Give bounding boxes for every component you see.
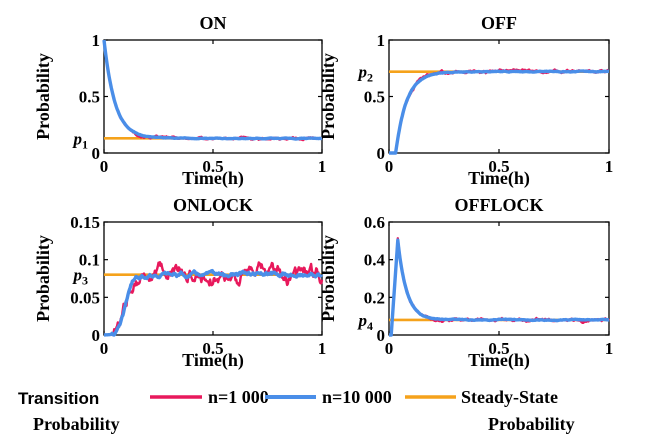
y-axis-label: Probability xyxy=(33,53,53,140)
chart-title: OFF xyxy=(481,13,517,33)
x-tick-label: 1 xyxy=(318,157,327,176)
x-tick-label: 0 xyxy=(100,157,109,176)
series-n10000-line xyxy=(388,69,610,155)
legend-steady-label: Steady-State xyxy=(461,387,558,407)
steady-state-subscript: 2 xyxy=(367,71,373,85)
steady-state-subscript: 3 xyxy=(82,274,88,288)
x-tick-label: 1 xyxy=(605,339,614,358)
y-tick-label: 0.15 xyxy=(70,213,100,232)
x-tick-label: 1 xyxy=(318,339,327,358)
legend-transition-label-2: Probability xyxy=(33,414,120,434)
y-tick-label: 0.5 xyxy=(364,88,385,107)
chart-panel-onlock: ONLOCK 0 0.5 1 0 0.05 0.1 0.15 Time(h) Probabilit… xyxy=(33,195,326,371)
y-tick-label: 0.05 xyxy=(70,288,100,307)
steady-state-label: p xyxy=(72,266,83,285)
x-axis-label: Time(h) xyxy=(468,168,530,189)
x-axis-label: Time(h) xyxy=(468,350,530,371)
chart-title: ONLOCK xyxy=(173,195,253,215)
legend-steady-label-2: Probability xyxy=(488,414,575,434)
y-tick-label: 0 xyxy=(92,144,101,163)
steady-state-label: p xyxy=(357,63,368,82)
series-n1000-line xyxy=(102,40,323,142)
x-tick-label: 0 xyxy=(385,157,394,176)
x-tick-label: 1 xyxy=(605,157,614,176)
x-tick-label: 0.5 xyxy=(488,157,509,176)
y-tick-label: 0 xyxy=(377,326,386,345)
y-tick-label: 1 xyxy=(92,31,101,50)
x-tick-label: 0.5 xyxy=(202,339,223,358)
y-axis-label: Probability xyxy=(318,53,338,140)
series-n1000-line xyxy=(388,68,610,155)
legend-n10000-label: n=10 000 xyxy=(322,387,392,407)
y-tick-label: 1 xyxy=(377,31,386,50)
steady-state-label: p xyxy=(72,129,83,148)
x-tick-label: 0.5 xyxy=(202,157,223,176)
steady-state-subscript: 1 xyxy=(82,137,88,151)
legend-transition-label: Transition xyxy=(18,389,99,408)
y-tick-label: 0.2 xyxy=(364,288,385,307)
y-axis-label: Probability xyxy=(33,235,53,322)
chart-title: OFFLOCK xyxy=(455,195,544,215)
x-axis-label: Time(h) xyxy=(182,350,244,371)
y-axis-label: Probability xyxy=(318,235,338,322)
chart-title: ON xyxy=(200,13,227,33)
y-tick-label: 0.1 xyxy=(79,251,100,270)
legend: Transition Probability n=1 000 n=10 000 Stea… xyxy=(18,387,575,434)
x-tick-label: 0.5 xyxy=(488,339,509,358)
series-n10000-line xyxy=(388,238,610,337)
chart-panel-offlock: OFFLOCK 0 0.5 1 0 0.2 0.4 0.6 Time(h) Probability… xyxy=(318,195,613,371)
y-tick-label: 0 xyxy=(92,326,101,345)
series-n10000-line xyxy=(102,39,323,141)
x-axis-label: Time(h) xyxy=(182,168,244,189)
y-tick-label: 0.5 xyxy=(79,88,100,107)
y-tick-label: 0 xyxy=(377,144,386,163)
steady-state-subscript: 4 xyxy=(367,319,373,333)
x-tick-label: 0 xyxy=(100,339,109,358)
steady-state-label: p xyxy=(357,311,368,330)
plot-frame xyxy=(388,39,610,154)
y-tick-label: 0.4 xyxy=(364,251,386,270)
legend-n1000-label: n=1 000 xyxy=(208,387,269,407)
series-n10000-line xyxy=(103,268,324,337)
x-tick-label: 0 xyxy=(385,339,394,358)
chart-panel-off: OFF 0 0.5 1 0 0.5 1 Time(h) Probability p 2 xyxy=(318,13,613,189)
y-tick-label: 0.6 xyxy=(364,213,385,232)
